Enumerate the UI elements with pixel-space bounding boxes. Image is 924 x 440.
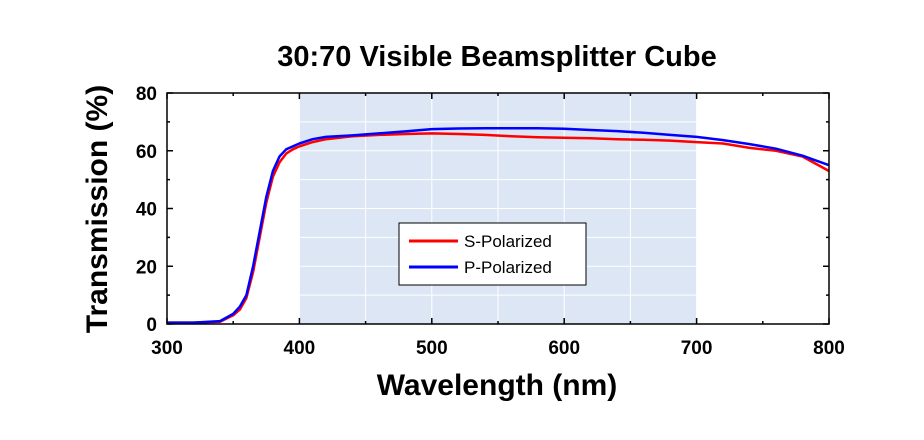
- chart-title: 30:70 Visible Beamsplitter Cube: [277, 41, 716, 73]
- x-tick-label: 600: [548, 338, 580, 359]
- x-tick-label: 500: [416, 338, 448, 359]
- x-tick-label: 700: [681, 338, 713, 359]
- y-tick-label: 20: [136, 257, 157, 278]
- series-line-p-polarized: [167, 126, 830, 324]
- y-tick-label: 60: [136, 142, 157, 163]
- x-tick-label: 300: [151, 338, 183, 359]
- x-tick-label: 800: [813, 338, 845, 359]
- axis-ticks: [166, 92, 830, 325]
- legend-label-p-polarized: P-Polarized: [464, 258, 552, 277]
- series-lines: [167, 126, 830, 324]
- x-tick-label: 400: [284, 338, 316, 359]
- tick-labels: 300 400 500 600 700 800 0 20 40 60 80: [136, 84, 845, 359]
- y-tick-label: 0: [146, 315, 157, 336]
- y-axis-title: Transmission (%): [81, 85, 114, 333]
- y-tick-label: 40: [136, 200, 157, 221]
- x-axis-title: Wavelength (nm): [377, 369, 618, 402]
- legend-label-s-polarized: S-Polarized: [464, 232, 552, 251]
- legend-box: [398, 222, 587, 286]
- plot-area: 300 400 500 600 700 800 0 20 40 60 80: [136, 84, 845, 359]
- y-tick-label: 80: [136, 84, 157, 105]
- legend: S-Polarized P-Polarized: [398, 222, 587, 286]
